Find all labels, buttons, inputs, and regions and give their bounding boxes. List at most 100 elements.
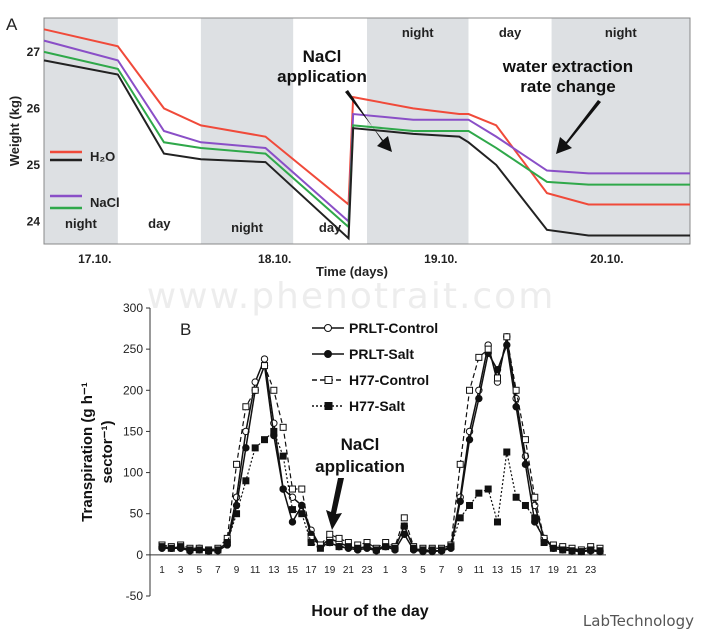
data-point (261, 362, 269, 370)
x-tick-label: 11 (474, 565, 485, 576)
legend-label: H₂O (90, 149, 115, 164)
y-tick-label: 26 (27, 101, 41, 115)
x-tick-label: 19 (548, 565, 560, 576)
data-point (503, 333, 511, 341)
data-point (223, 539, 231, 547)
x-tick-label: 19 (324, 565, 336, 576)
credit-label: LabTechnology (582, 612, 694, 630)
annotation-arrow (556, 100, 601, 154)
y-tick-label: 100 (123, 466, 143, 480)
x-axis-label: Time (days) (316, 264, 388, 279)
x-tick-label: 7 (439, 565, 445, 576)
data-point (288, 493, 297, 501)
data-point (568, 547, 576, 555)
y-axis-label: Weight (kg) (7, 96, 22, 167)
data-point (400, 530, 408, 538)
legend-marker (324, 402, 333, 410)
legend-label: NaCl (90, 195, 120, 210)
legend-marker (324, 376, 333, 384)
data-point (242, 403, 250, 411)
data-point (298, 510, 306, 518)
data-point (419, 546, 427, 554)
x-tick-label: 18.10. (258, 252, 291, 266)
annotation-text: NaCl (341, 435, 380, 454)
panel-label: B (180, 320, 191, 339)
data-point (400, 522, 408, 530)
data-point (261, 436, 269, 444)
data-point (186, 546, 194, 554)
legend-label: H77-Salt (349, 398, 405, 414)
data-point (316, 544, 324, 552)
data-point (288, 485, 296, 493)
x-tick-label: 1 (383, 565, 389, 576)
data-point (372, 546, 380, 554)
legend-label: PRLT-Salt (349, 346, 414, 362)
panel-a-weight-chart: night day night day night day night 24 25 26 27 17… (6, 15, 691, 279)
data-point (391, 544, 399, 552)
x-tick-label: 20.10. (590, 252, 623, 266)
y-tick-label: 25 (27, 158, 41, 172)
data-point (298, 501, 306, 510)
y-tick-label: 250 (123, 342, 143, 356)
data-point (288, 518, 297, 526)
data-point (540, 539, 548, 547)
x-tick-label: 13 (268, 565, 280, 576)
annotation-text: application (315, 457, 405, 476)
data-point (456, 460, 464, 468)
annotation-text: NaCl (303, 47, 342, 66)
data-point (531, 493, 539, 501)
data-point (260, 355, 269, 363)
data-point (456, 497, 464, 506)
data-point (363, 543, 371, 551)
band-label-night: night (402, 25, 434, 40)
data-point (587, 546, 595, 554)
data-point (251, 444, 259, 452)
x-tick-label: 9 (457, 565, 463, 576)
data-point (326, 539, 334, 547)
data-point (335, 534, 343, 542)
weight-series-line (43, 50, 690, 230)
data-point (158, 543, 166, 551)
data-point (428, 546, 436, 554)
legend-label: PRLT-Control (349, 320, 438, 336)
band-label-night: night (65, 216, 97, 231)
data-point (577, 548, 585, 556)
band-label-night: night (605, 25, 637, 40)
x-tick-label: 3 (178, 565, 184, 576)
data-point (512, 403, 520, 411)
annotation-text: rate change (520, 77, 615, 96)
band-label-day: day (148, 216, 171, 231)
band-night (551, 18, 690, 244)
data-point (288, 506, 296, 514)
y-tick-label: 200 (123, 383, 143, 397)
legend-marker (324, 350, 332, 358)
data-point (484, 345, 492, 353)
annotation-text: application (277, 67, 367, 86)
band-label-night: night (231, 220, 263, 235)
x-tick-label: 3 (402, 565, 408, 576)
weight-series-line (43, 39, 690, 224)
data-point (466, 386, 474, 394)
x-tick-label: 17 (529, 565, 541, 576)
data-point (279, 485, 287, 493)
y-tick-label: 0 (136, 548, 143, 562)
data-point (335, 543, 343, 551)
data-point (354, 544, 362, 552)
y-tick-label: 300 (123, 301, 143, 315)
annotation-arrow (345, 90, 392, 152)
data-point (466, 501, 474, 509)
y-axis-label: Transpiration (g h⁻¹ (79, 382, 96, 522)
x-tick-label: 11 (250, 565, 261, 576)
x-tick-label: 5 (420, 565, 426, 576)
x-tick-label: 21 (566, 565, 578, 576)
data-point (410, 544, 418, 552)
x-tick-label: 23 (361, 565, 373, 576)
band-night (44, 18, 118, 244)
x-tick-label: 17.10. (78, 252, 111, 266)
annotation-arrow (326, 478, 344, 530)
x-tick-label: 13 (492, 565, 504, 576)
data-point (400, 514, 408, 522)
x-tick-label: 15 (287, 565, 299, 576)
